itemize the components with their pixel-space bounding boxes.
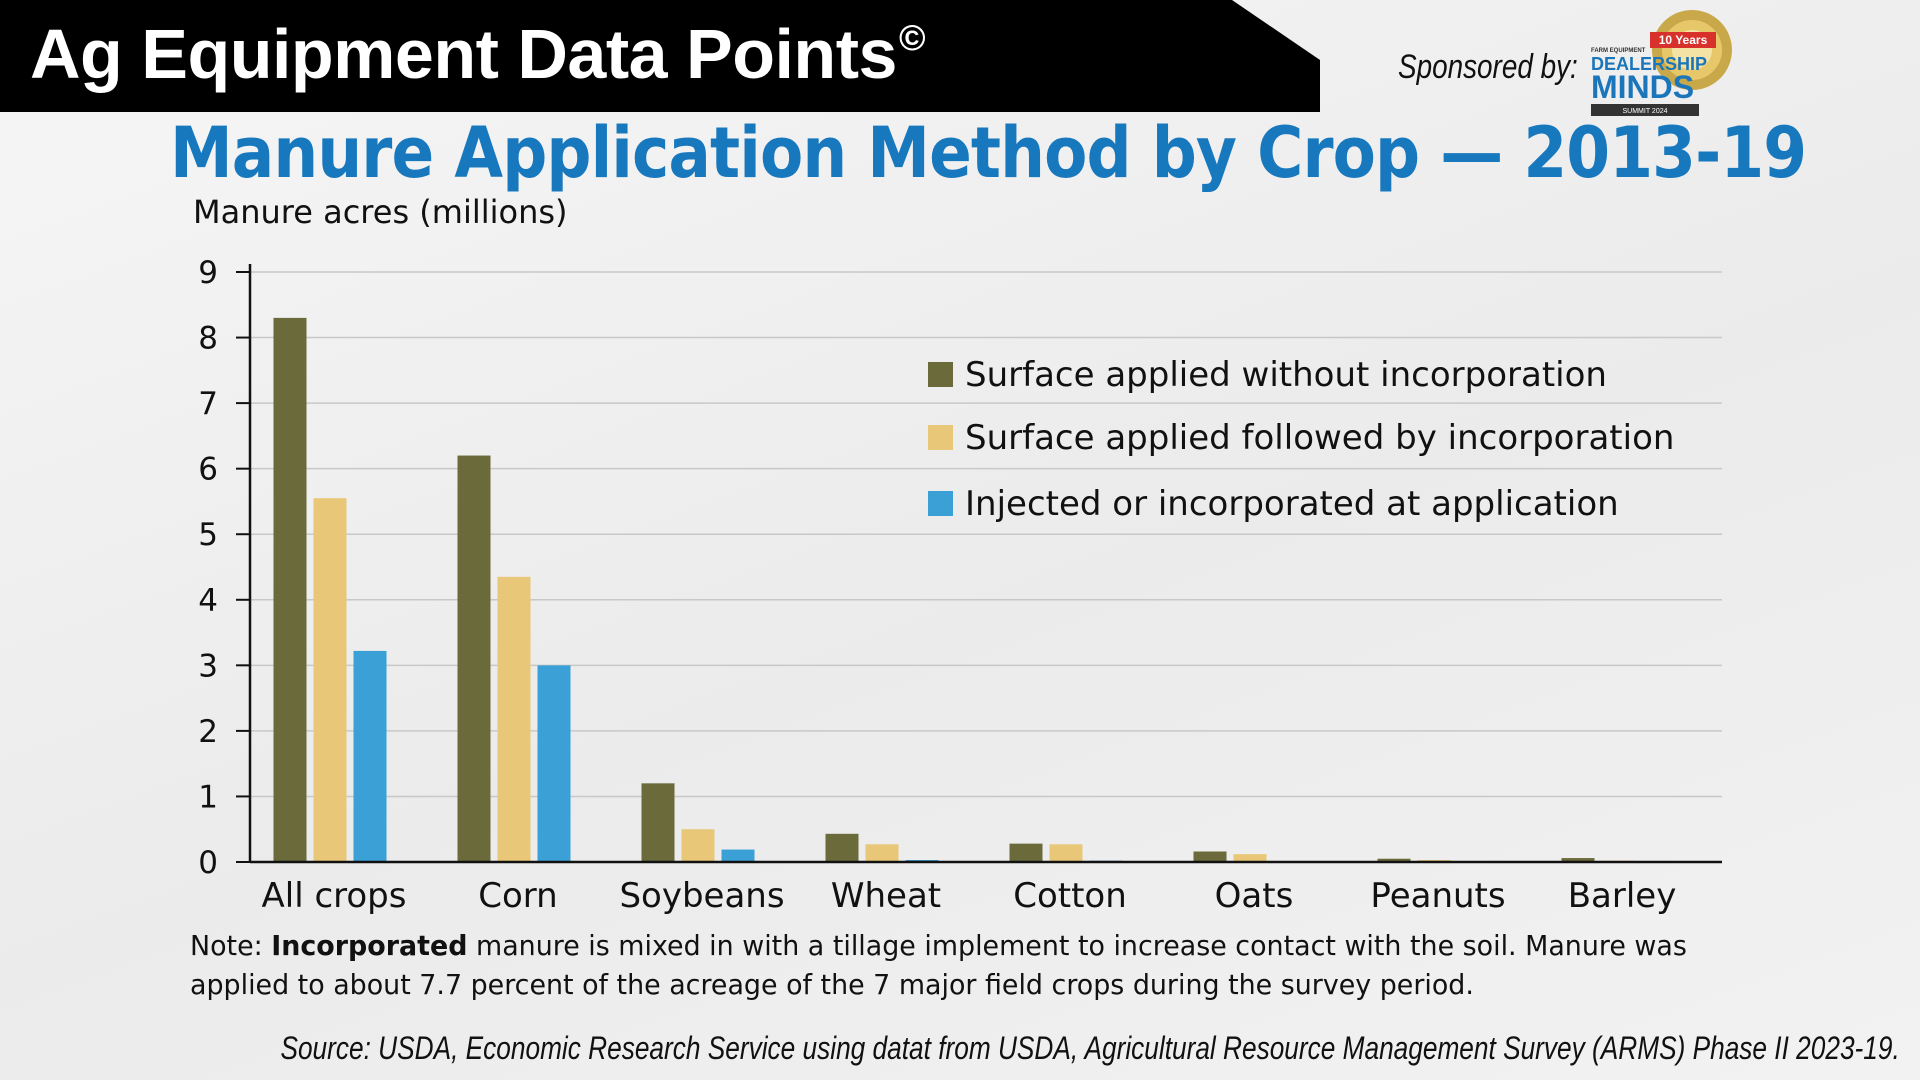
- y-tick-label: 1: [198, 779, 218, 815]
- bar: [641, 783, 675, 862]
- bar: [353, 650, 387, 862]
- copyright-mark: ©: [898, 17, 926, 58]
- y-tick-label: 8: [198, 321, 218, 357]
- sponsor-logo: 10 Years FARM EQUIPMENT DEALERSHIP MINDS…: [1591, 10, 1732, 116]
- sponsor-label: Sponsored by:: [1398, 48, 1578, 86]
- bar: [721, 849, 755, 862]
- bar: [1377, 858, 1411, 862]
- y-tick-label: 9: [198, 255, 218, 291]
- brand-title: Ag Equipment Data Points©: [30, 15, 926, 93]
- ribbon-icon: [1650, 32, 1716, 48]
- bar: [537, 665, 571, 862]
- x-tick-label: Soybeans: [619, 876, 784, 916]
- chart-note: Note: Incorporated manure is mixed in wi…: [190, 929, 1687, 1001]
- logo-line1: DEALERSHIP: [1591, 54, 1707, 74]
- x-tick-label: Wheat: [831, 876, 941, 916]
- logo-ribbon-text: 10 Years: [1659, 33, 1708, 47]
- header-banner: [0, 0, 1320, 112]
- legend-label: Surface applied followed by incorporatio…: [965, 418, 1674, 458]
- logo-bottom-text: SUMMIT 2024: [1623, 108, 1668, 115]
- legend-swatch: [928, 491, 953, 516]
- bar: [273, 317, 307, 862]
- y-tick-label: 4: [198, 583, 218, 619]
- bar: [1009, 843, 1043, 862]
- x-tick-label: Corn: [478, 876, 557, 916]
- y-tick-label: 3: [198, 648, 218, 684]
- y-tick-label: 0: [198, 845, 218, 881]
- bar: [1049, 844, 1083, 862]
- y-tick-label: 2: [198, 714, 218, 750]
- legend-swatch: [928, 362, 953, 387]
- logo-bottom-bar: [1591, 104, 1699, 116]
- bar: [1561, 858, 1595, 862]
- x-tick-label: Peanuts: [1370, 876, 1505, 916]
- bar: [497, 576, 531, 862]
- bar: [457, 455, 491, 862]
- x-tick-label: Cotton: [1013, 876, 1127, 916]
- bar: [313, 498, 347, 862]
- x-tick-label: Oats: [1215, 876, 1294, 916]
- logo-top-text: FARM EQUIPMENT: [1591, 48, 1646, 54]
- note-bold-term: Incorporated: [271, 929, 468, 962]
- legend-swatch: [928, 425, 953, 450]
- y-tick-label: 7: [198, 386, 218, 422]
- bar: [1233, 854, 1267, 862]
- bar: [825, 833, 859, 862]
- chart-title: Manure Application Method by Crop — 2013…: [170, 112, 1807, 194]
- y-axis-label: Manure acres (millions): [193, 193, 568, 231]
- bar: [865, 844, 899, 862]
- x-tick-label: Barley: [1568, 876, 1677, 916]
- logo-line2: MINDS: [1591, 69, 1694, 105]
- y-tick-label: 6: [198, 452, 218, 488]
- legend-label: Surface applied without incorporation: [965, 355, 1607, 395]
- y-tick-label: 5: [198, 517, 218, 553]
- x-tick-label: All crops: [262, 876, 407, 916]
- bar: [1193, 851, 1227, 862]
- legend-label: Injected or incorporated at application: [965, 484, 1619, 524]
- bar: [681, 829, 715, 862]
- source-citation: Source: USDA, Economic Research Service …: [280, 1030, 1900, 1066]
